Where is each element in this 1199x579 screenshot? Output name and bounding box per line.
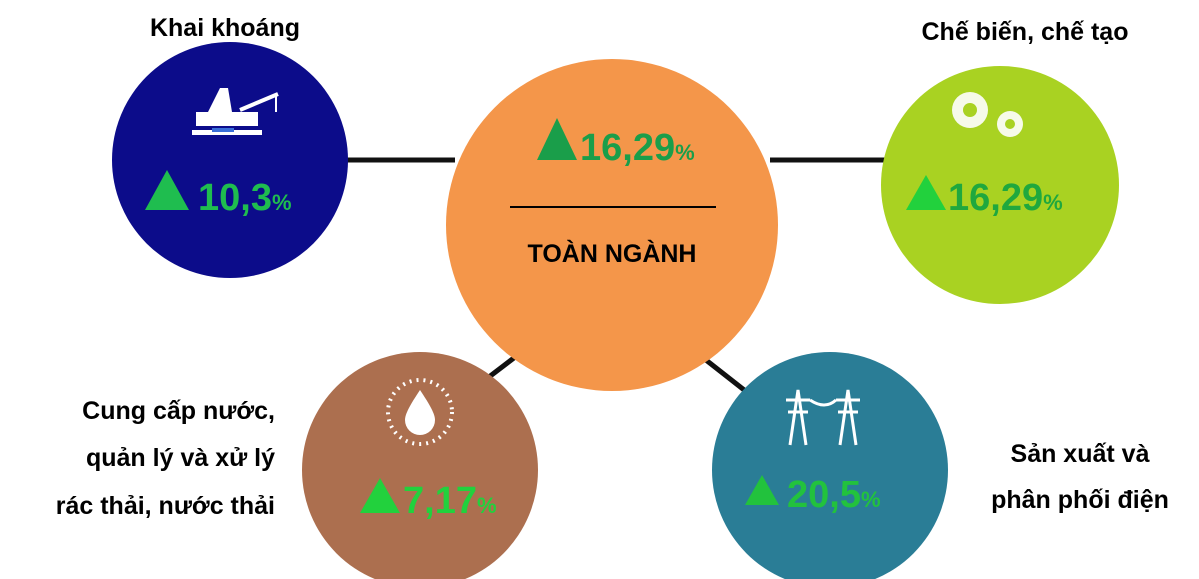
value: 10,3	[198, 177, 272, 219]
node-label: rác thải, nước thải	[56, 492, 275, 520]
node-circle	[302, 352, 538, 579]
node-value: 7,17%	[403, 480, 497, 522]
node-label: Khai khoáng	[150, 14, 300, 42]
mining-icon	[192, 88, 279, 135]
center-value: 16,29%	[580, 127, 695, 169]
value: 20,5	[787, 474, 861, 516]
node-circle	[712, 352, 948, 579]
node-circle	[881, 66, 1119, 304]
node-label: Cung cấp nước,	[82, 397, 275, 425]
power-icon	[786, 389, 860, 446]
up-arrow	[537, 118, 577, 160]
unit: %	[477, 493, 497, 518]
value: 7,17	[403, 480, 477, 522]
node-value: 20,5%	[787, 474, 881, 516]
node-label: Chế biến, chế tạo	[922, 18, 1129, 46]
water-icon	[386, 378, 454, 446]
up-arrow	[906, 175, 946, 210]
unit: %	[1043, 190, 1063, 215]
center-circle	[446, 59, 778, 391]
unit: %	[675, 140, 695, 165]
up-arrow	[745, 475, 779, 505]
node-label: quản lý và xử lý	[86, 444, 275, 472]
value: 16,29	[948, 177, 1043, 219]
gear-icon	[952, 92, 1023, 137]
node-circle	[112, 42, 348, 278]
up-arrow	[360, 478, 400, 513]
node-value: 16,29%	[948, 177, 1063, 219]
node-value: 10,3%	[198, 177, 292, 219]
center-label: TOÀN NGÀNH	[528, 239, 697, 268]
unit: %	[861, 487, 881, 512]
value: 16,29	[580, 127, 675, 169]
node-label: phân phối điện	[991, 486, 1169, 514]
unit: %	[272, 190, 292, 215]
node-label: Sản xuất và	[1011, 440, 1150, 468]
up-arrow	[145, 170, 189, 210]
